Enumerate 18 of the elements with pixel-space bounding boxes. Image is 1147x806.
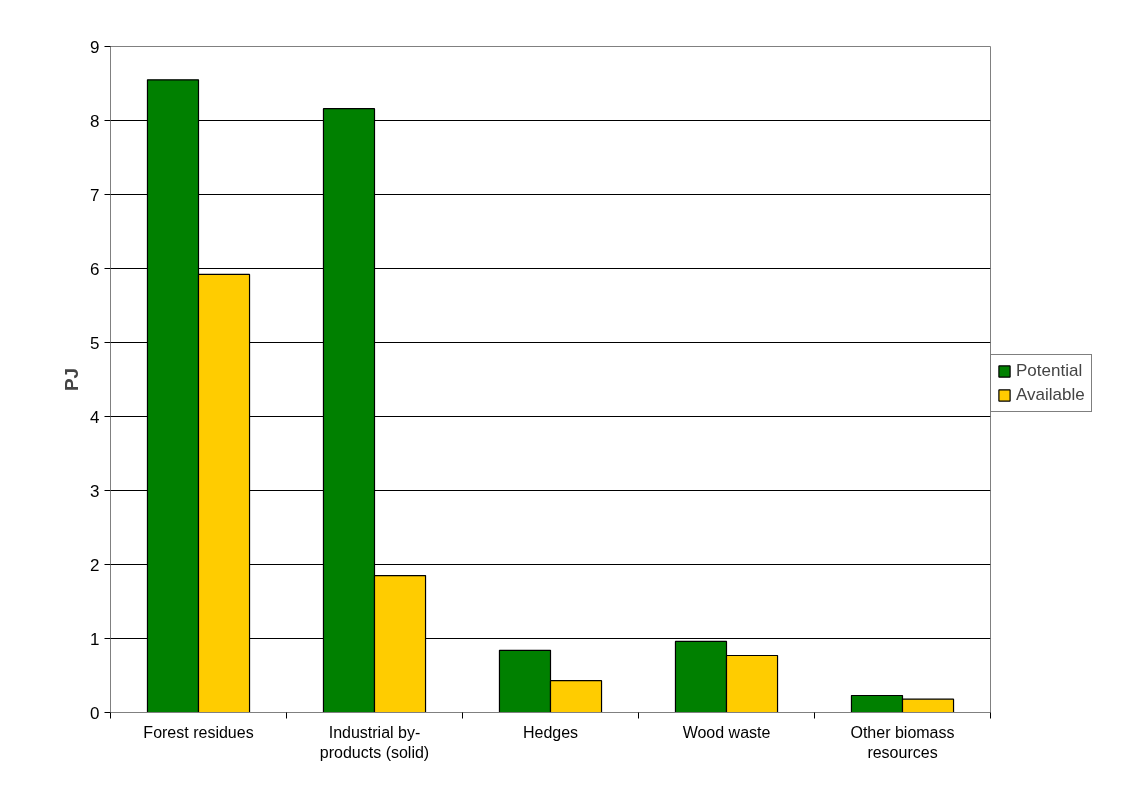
x-tick-label: Hedges — [522, 723, 579, 741]
y-tick-label: 3 — [90, 481, 100, 501]
legend-label: Potential — [1016, 361, 1083, 381]
y-axis-title: PJ — [61, 367, 83, 392]
y-tick-label: 5 — [90, 333, 100, 353]
y-tick-label: 8 — [90, 111, 100, 131]
x-tick-label: Forest residues — [143, 723, 254, 741]
legend-label: Available — [1016, 385, 1085, 405]
y-tick-label: 9 — [90, 37, 100, 57]
y-tick-label: 2 — [90, 555, 100, 575]
x-tick-label: Industrial by-products (solid) — [319, 723, 430, 761]
y-tick-label: 0 — [90, 703, 100, 723]
x-tick-label: Other biomass resources — [850, 723, 955, 761]
x-tick-label: Wood waste — [682, 723, 771, 741]
y-tick-label: 7 — [90, 185, 100, 205]
y-tick-label: 1 — [90, 629, 100, 649]
y-tick-label: 4 — [90, 407, 100, 427]
y-tick-label: 6 — [90, 259, 100, 279]
